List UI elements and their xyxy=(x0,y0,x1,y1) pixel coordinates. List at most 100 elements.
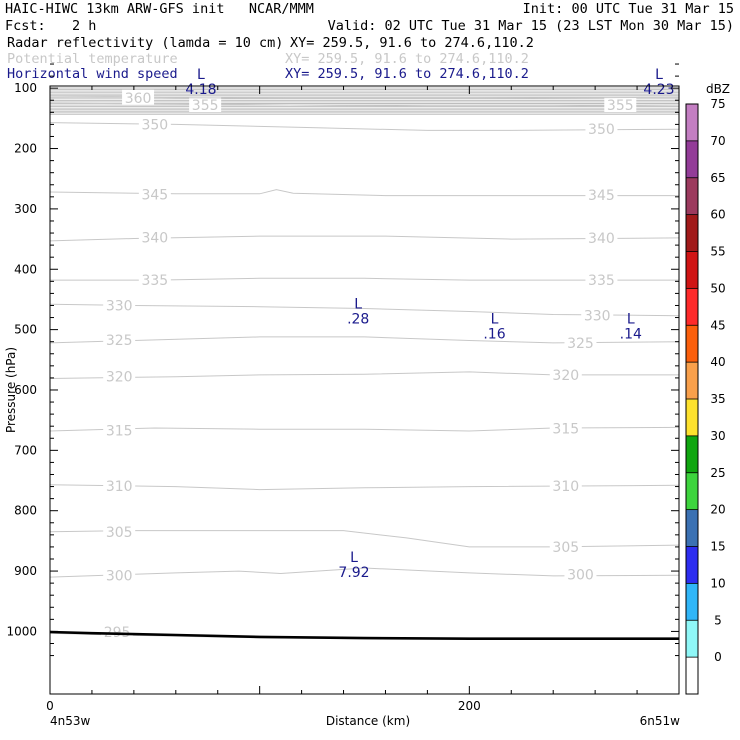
colorbar-label: 40 xyxy=(710,355,725,369)
colorbar-label: 60 xyxy=(710,208,725,222)
theta-contour-label: 320 xyxy=(552,368,579,384)
forecast-label: Fcst: xyxy=(5,18,46,34)
theta-contour-label: 310 xyxy=(552,479,579,495)
colorbar-swatch xyxy=(686,435,698,473)
theta-label-mask xyxy=(585,121,618,137)
theta-label-mask xyxy=(564,566,597,582)
colorbar-label: 75 xyxy=(710,97,725,111)
wind-min-marker: L xyxy=(350,550,358,566)
plot-frame xyxy=(49,85,680,695)
theta-contour-label: 335 xyxy=(588,273,615,289)
theta-label-mask xyxy=(585,272,618,288)
theta-label-mask xyxy=(549,420,582,436)
colorbar-swatch xyxy=(686,362,698,399)
theta-label-mask xyxy=(138,229,171,245)
colorbar-swatch xyxy=(686,214,698,252)
colorbar-label: 30 xyxy=(710,429,725,443)
colorbar-unit: dBZ xyxy=(706,82,730,96)
colorbar-label: 25 xyxy=(710,466,725,480)
field-name-theta: Potential temperature xyxy=(7,51,178,67)
wind-min-value: 4.18 xyxy=(185,82,216,98)
theta-contour-line xyxy=(49,567,680,578)
theta-contour-line xyxy=(49,189,679,197)
theta-label-mask xyxy=(138,116,171,132)
colorbar-swatch xyxy=(686,177,698,215)
field-xy-reflectivity: XY= 259.5, 91.6 to 274.6,110.2 xyxy=(290,35,534,51)
wind-min-value: 7.92 xyxy=(338,565,369,581)
theta-label-mask xyxy=(103,422,136,438)
x-axis: 0 200 xyxy=(46,86,680,713)
colorbar-label: 10 xyxy=(710,576,725,590)
wind-min-value: .16 xyxy=(483,327,505,343)
theta-contour-label: 340 xyxy=(141,230,168,246)
y-tick-label: 300 xyxy=(14,202,37,216)
theta-contour-label: 345 xyxy=(588,188,615,204)
colorbar-swatch xyxy=(686,399,698,436)
theta-contour-line xyxy=(49,484,680,491)
plot-border xyxy=(49,85,680,695)
colorbar-label: 0 xyxy=(714,650,722,664)
theta-contour-label: 355 xyxy=(192,98,219,114)
wind-min-marker: L xyxy=(627,312,635,328)
theta-label-mask xyxy=(101,624,134,640)
theta-label-mask xyxy=(138,186,171,202)
colorbar-swatch xyxy=(686,104,698,141)
theta-contour-line xyxy=(49,426,680,432)
theta-contour-line xyxy=(49,530,680,548)
theta-contour-line xyxy=(49,371,679,379)
colorbar-label: 70 xyxy=(710,134,725,148)
theta-contour-label: 325 xyxy=(106,333,133,349)
colorbar-label: 65 xyxy=(710,171,725,185)
theta-contour-label: 320 xyxy=(106,370,133,386)
theta-label-mask xyxy=(549,366,582,382)
y-tick-label: 500 xyxy=(14,323,37,337)
wind-min-marker: L xyxy=(655,67,663,83)
init-time: Init: 00 UTC Tue 31 Mar 15 xyxy=(522,1,734,17)
y-tick-label: 700 xyxy=(14,443,37,457)
theta-label-mask xyxy=(604,97,637,113)
theta-contour-label: 340 xyxy=(588,231,615,247)
x-tick-label: 0 xyxy=(46,699,54,713)
theta-contour-label: 330 xyxy=(584,309,611,325)
field-name-wind: Horizontal wind speed xyxy=(7,66,178,82)
x-tick-label: 200 xyxy=(458,699,481,713)
y-tick-label: 400 xyxy=(14,262,37,276)
theta-label-mask xyxy=(103,523,136,539)
colorbar-swatch xyxy=(686,325,698,363)
theta-label-mask xyxy=(103,368,136,384)
field-xy-wind: XY= 259.5, 91.6 to 274.6,110.2 xyxy=(285,66,529,82)
theta-label-mask xyxy=(585,187,618,203)
wind-min-marker: L xyxy=(197,67,205,83)
theta-contour-label: 350 xyxy=(588,122,615,138)
colorbar-swatch xyxy=(686,583,698,621)
theta-contour-label: 355 xyxy=(607,98,634,114)
theta-label-mask xyxy=(103,477,136,493)
colorbar-swatch xyxy=(686,251,698,289)
y-tick-label: 600 xyxy=(14,383,37,397)
colorbar-label: 15 xyxy=(710,540,725,554)
y-tick-label: 100 xyxy=(14,81,37,95)
y-tick-label: 800 xyxy=(14,504,37,518)
theta-label-mask xyxy=(549,538,582,554)
y-axis-title: Pressure (hPa) xyxy=(4,347,18,433)
theta-label-mask xyxy=(581,307,614,323)
wind-min-value: .28 xyxy=(347,311,369,327)
terrain-line xyxy=(49,630,679,640)
colorbar-label: 45 xyxy=(710,318,725,332)
theta-label-mask xyxy=(103,567,136,583)
theta-contour-label: 345 xyxy=(141,187,168,203)
theta-contour-label: 300 xyxy=(567,568,594,584)
colorbar-swatch xyxy=(686,472,698,510)
theta-label-mask xyxy=(585,229,618,245)
y-tick-label: 200 xyxy=(14,142,37,156)
colorbar-swatch xyxy=(686,140,698,178)
theta-label-mask xyxy=(122,89,155,105)
theta-label-mask xyxy=(103,331,136,347)
colorbar-label: 50 xyxy=(710,281,725,295)
theta-label-mask xyxy=(564,334,597,350)
chart-title: HAIC-HIWC 13km ARW-GFS init NCAR/MMM xyxy=(5,1,314,17)
theta-contour-label: 315 xyxy=(552,422,579,438)
